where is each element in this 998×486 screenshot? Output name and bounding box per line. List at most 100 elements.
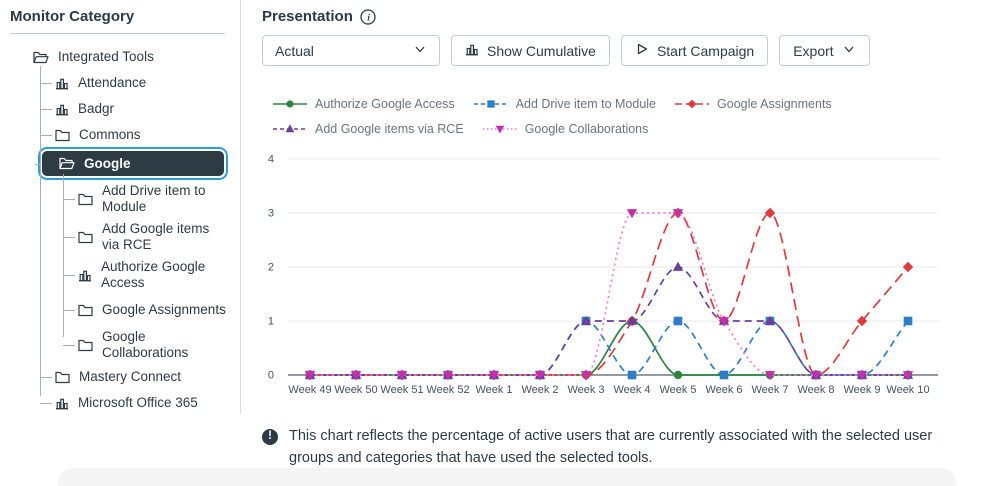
presentation-select[interactable]: Actual [262,35,440,66]
svg-text:Week 10: Week 10 [886,384,929,396]
chart-series-google-collaborations [304,209,914,381]
tree-item-google-collaborations[interactable]: Google Collaborations [0,326,240,364]
tree-item-microsoft-office-365[interactable]: Microsoft Office 365 [0,390,240,416]
start-campaign-button[interactable]: Start Campaign [620,35,769,66]
tree-item-google-assignments[interactable]: Google Assignments [0,294,240,326]
chevron-down-icon [842,42,856,59]
chart-legend: Authorize Google Access Add Drive item to… [272,97,968,136]
folder-icon [78,339,93,352]
tree-item-label: Commons [79,127,141,142]
legend-item-google-collaborations[interactable]: Google Collaborations [482,122,649,136]
start-campaign-label: Start Campaign [656,42,755,59]
tree-connector [63,345,75,346]
tree-item-label: Mastery Connect [79,369,182,384]
svg-text:Week 8: Week 8 [797,384,834,396]
svg-text:2: 2 [268,262,274,274]
tree-item-label: Badgr [78,101,115,116]
tree-item-label: Google [84,155,131,171]
svg-text:4: 4 [268,154,274,166]
tree-item-label: Attendance [78,75,147,90]
tree-item-label: Add Google items via RCE [102,221,210,252]
tree-connector [63,237,75,238]
legend-row: Add Google items via RCE Google Collabora… [272,122,968,136]
circle-marker-icon [272,98,308,110]
folder-open-icon [59,157,75,170]
footer-note: ! This chart reflects the percentage of … [262,425,938,470]
legend-label: Google Assignments [717,97,832,111]
bar-chart-icon [55,102,69,116]
chevron-down-icon [413,42,427,59]
tree-item-label: Add Drive item to Module [102,183,206,214]
info-icon[interactable]: i [360,8,376,25]
bar-chart-icon [465,42,479,59]
tree-connector [40,135,52,136]
folder-open-icon [33,51,49,64]
tree-item-add-drive-item-to-module[interactable]: Add Drive item to Module [0,180,240,218]
sidebar-title-divider [10,33,225,34]
chart-series-add-drive-item-to-module [305,316,913,380]
x-axis-labels: Week 49 Week 50 Week 51 Week 52 Week 1 Week 2… [288,384,929,396]
svg-text:Week 3: Week 3 [567,384,604,396]
tree-item-authorize-google-access[interactable]: Authorize Google Access [0,256,240,294]
exclamation-icon: ! [262,429,278,445]
footer-note-text: This chart reflects the percentage of ac… [289,428,933,467]
triangle-up-marker-icon [272,123,308,135]
tree-connector-line [63,174,64,337]
tree-item-attendance[interactable]: Attendance [0,70,240,96]
svg-text:Week 5: Week 5 [659,384,696,396]
legend-item-add-drive-item-to-module[interactable]: Add Drive item to Module [473,97,656,111]
tree-connector [40,83,52,84]
chart-series-google-assignments [304,207,914,381]
tree-item-add-google-items-via-rce[interactable]: Add Google items via RCE [0,218,240,256]
bar-chart-icon [55,76,69,90]
svg-text:0: 0 [268,370,274,382]
y-axis-labels: 0 1 2 3 4 [268,154,274,382]
legend-label: Add Drive item to Module [515,97,657,111]
svg-text:Week 9: Week 9 [843,384,880,396]
legend-item-authorize-google-access[interactable]: Authorize Google Access [272,97,455,111]
tree-item-google[interactable]: Google [35,151,224,176]
tree-item-integrated-tools[interactable]: Integrated Tools [0,44,240,70]
sidebar-main-divider [240,0,241,414]
tree-item-label: Google Collaborations [102,329,189,360]
legend-label: Authorize Google Access [315,97,455,111]
legend-item-add-google-items-via-rce[interactable]: Add Google items via RCE [272,122,464,136]
tree-connector [63,199,75,200]
tree-item-badgr[interactable]: Badgr [0,96,240,122]
page-title: Presentation [262,8,353,25]
tree-item-label: Google Assignments [102,302,226,317]
svg-text:Week 4: Week 4 [613,384,650,396]
bar-chart-icon [55,396,69,410]
legend-label: Google Collaborations [524,122,649,136]
tree-connector [63,275,75,276]
svg-text:Week 2: Week 2 [521,384,558,396]
bar-chart-icon [78,268,92,282]
folder-icon [78,193,93,206]
folder-icon [78,231,93,244]
legend-label: Add Google items via RCE [315,122,464,136]
legend-item-google-assignments[interactable]: Google Assignments [674,97,832,111]
triangle-down-marker-icon [482,123,518,135]
svg-text:Week 50: Week 50 [334,384,377,396]
export-label: Export [793,42,834,59]
category-tree: Integrated Tools Attendance Badgr Commons Go… [0,44,240,416]
svg-text:3: 3 [268,208,274,220]
export-button[interactable]: Export [779,35,870,66]
tree-item-mastery-connect[interactable]: Mastery Connect [0,364,240,390]
square-marker-icon [473,98,509,110]
main-panel: Presentation i Actual [262,0,968,470]
tree-item-commons[interactable]: Commons [0,122,240,148]
svg-text:i: i [367,13,370,23]
toolbar: Actual Show Cumulative Start Cam [262,35,968,66]
presentation-select-value: Actual [275,42,314,59]
legend-row: Authorize Google Access Add Drive item to… [272,97,968,111]
show-cumulative-button[interactable]: Show Cumulative [451,35,610,66]
svg-text:Week 52: Week 52 [426,384,469,396]
svg-text:Week 1: Week 1 [475,384,512,396]
svg-text:1: 1 [268,316,274,328]
folder-icon [78,304,93,317]
sidebar: Monitor Category Integrated Tools Attenda… [0,0,240,416]
tree-item-label: Authorize Google Access [101,259,206,290]
